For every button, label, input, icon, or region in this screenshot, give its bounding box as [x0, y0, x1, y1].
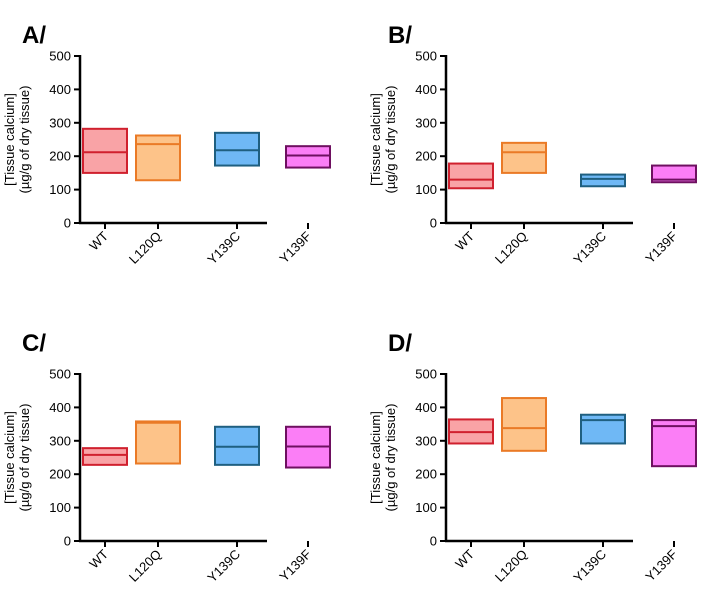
- y-axis-title: (µg/g of dry tissue): [17, 404, 32, 512]
- y-tick-label: 300: [415, 433, 437, 448]
- y-tick-label: 100: [49, 500, 71, 515]
- category-label-y139c: Y139C: [570, 547, 609, 586]
- category-label-wt: WT: [86, 546, 111, 571]
- panel-label: A/: [22, 22, 46, 49]
- category-label-y139c: Y139C: [570, 229, 609, 268]
- box-y139f: [285, 145, 331, 169]
- y-tick-label: 200: [49, 149, 71, 164]
- y-tick-label: 500: [415, 49, 437, 64]
- y-tick-label: 500: [49, 49, 71, 64]
- y-axis-title: [Tissue calcium]: [2, 93, 17, 186]
- category-label-y139c: Y139C: [204, 229, 243, 268]
- category-label-y139c: Y139C: [204, 547, 243, 586]
- y-axis-title: [Tissue calcium]: [2, 411, 17, 504]
- y-tick-label: 200: [49, 467, 71, 482]
- box-y139f: [651, 164, 697, 184]
- category-label-wt: WT: [86, 228, 111, 253]
- category-label-l120q: L120Q: [126, 229, 164, 267]
- panel-b: B/ [Tissue calcium] (µg/g of dry tissue) 0 1…: [368, 22, 697, 268]
- box-y139c: [580, 413, 626, 445]
- box-wt: [448, 162, 494, 190]
- y-tick-label: 100: [49, 182, 71, 197]
- y-tick-label: 0: [64, 534, 71, 549]
- y-tick-label: 400: [415, 82, 437, 97]
- box-l120q: [501, 397, 547, 452]
- category-label-l120q: L120Q: [492, 547, 530, 585]
- y-tick-label: 100: [415, 182, 437, 197]
- category-label-wt: WT: [452, 228, 477, 253]
- box-l120q: [135, 134, 181, 182]
- panel-label: B/: [388, 22, 412, 49]
- y-tick-label: 200: [415, 149, 437, 164]
- y-axis-title: [Tissue calcium]: [368, 93, 383, 186]
- y-axis-title: (µg/g of dry tissue): [383, 86, 398, 194]
- category-label-l120q: L120Q: [126, 547, 164, 585]
- category-label-y139f: Y139F: [276, 228, 314, 266]
- category-label-y139f: Y139F: [276, 546, 314, 584]
- category-label-y139f: Y139F: [642, 546, 680, 584]
- box-wt: [82, 447, 128, 466]
- box-y139c: [214, 425, 260, 466]
- box-y139c: [214, 131, 260, 167]
- box-y139f: [651, 419, 697, 468]
- category-label-l120q: L120Q: [492, 229, 530, 267]
- y-tick-label: 300: [49, 433, 71, 448]
- y-axis-title: (µg/g of dry tissue): [17, 86, 32, 194]
- panel-d: D/ [Tissue calcium] (µg/g of dry tissue) 0 1…: [368, 330, 697, 586]
- y-tick-label: 500: [49, 367, 71, 382]
- box-l120q: [501, 141, 547, 174]
- y-tick-label: 300: [415, 115, 437, 130]
- box-l120q: [135, 420, 181, 465]
- y-axis-title: (µg/g of dry tissue): [383, 404, 398, 512]
- category-label-y139f: Y139F: [642, 228, 680, 266]
- y-axis-title: [Tissue calcium]: [368, 411, 383, 504]
- box-wt: [82, 127, 128, 174]
- box-y139c: [580, 173, 626, 188]
- y-tick-label: 500: [415, 367, 437, 382]
- panel-label: D/: [388, 330, 412, 357]
- y-tick-label: 0: [430, 216, 437, 231]
- y-tick-label: 400: [415, 400, 437, 415]
- category-label-wt: WT: [452, 546, 477, 571]
- y-tick-label: 0: [430, 534, 437, 549]
- y-tick-label: 400: [49, 400, 71, 415]
- panel-c: C/ [Tissue calcium] (µg/g of dry tissue) 0 1…: [2, 330, 331, 586]
- y-tick-label: 0: [64, 216, 71, 231]
- y-tick-label: 400: [49, 82, 71, 97]
- y-tick-label: 200: [415, 467, 437, 482]
- panel-label: C/: [22, 330, 46, 357]
- y-tick-label: 300: [49, 115, 71, 130]
- y-tick-label: 100: [415, 500, 437, 515]
- panel-a: A/ [Tissue calcium] (µg/g of dry tissue) 0 1…: [2, 22, 331, 268]
